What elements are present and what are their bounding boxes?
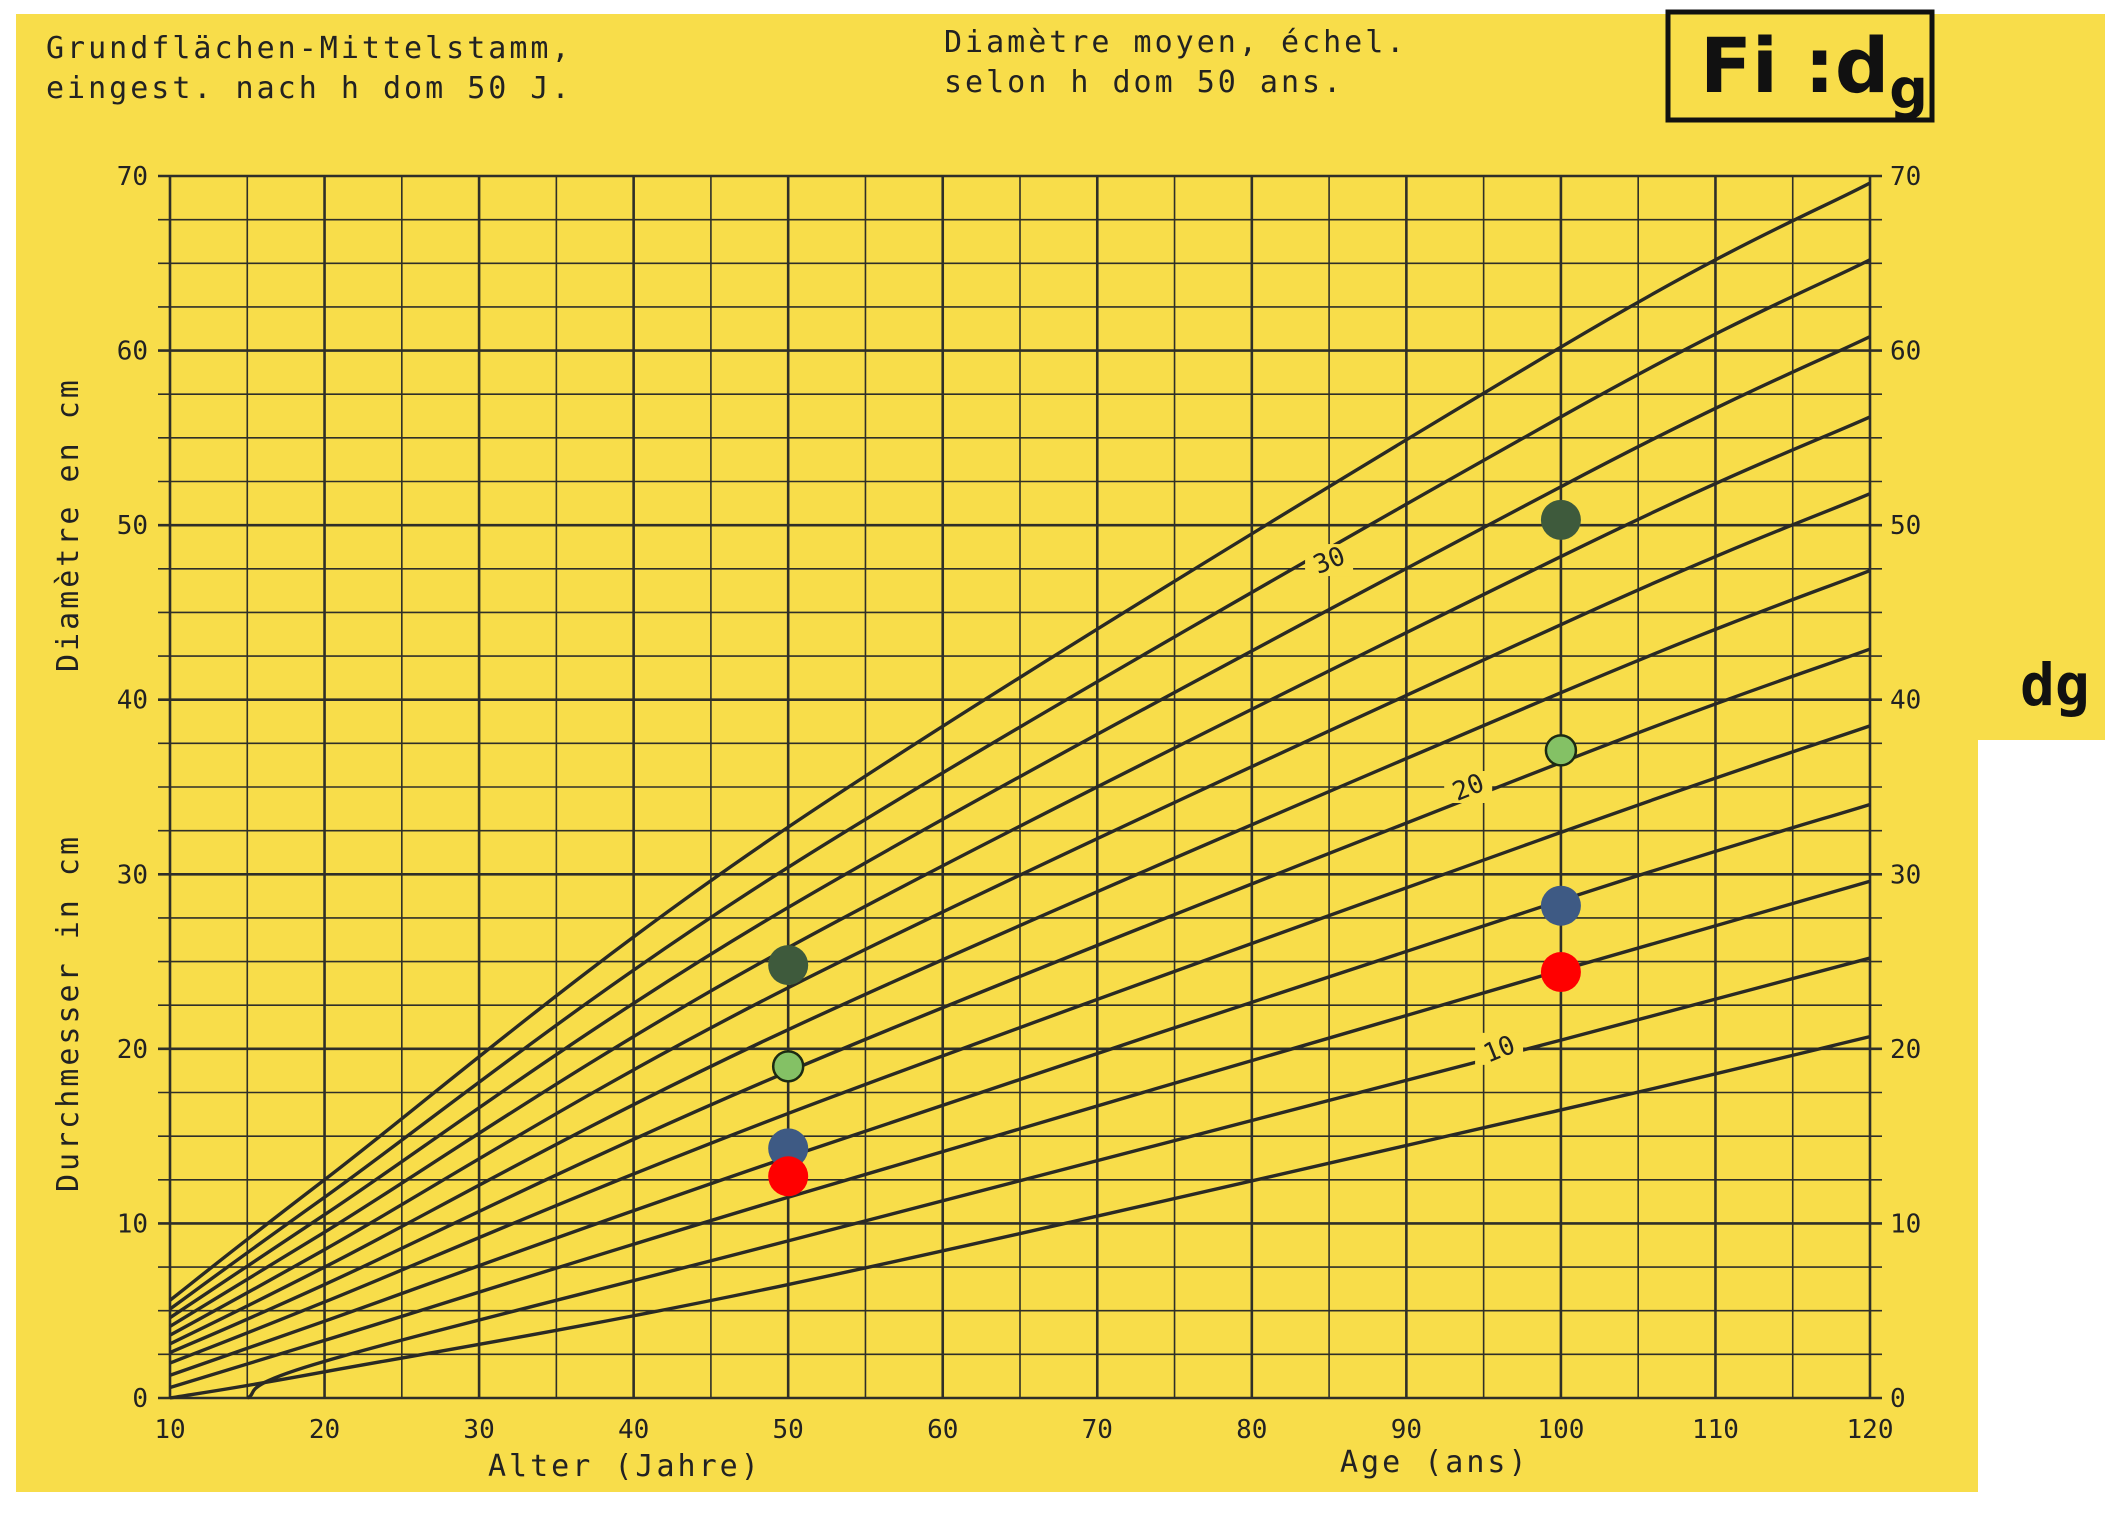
series-line-3 xyxy=(169,879,1871,1390)
marker-dark-green xyxy=(768,945,809,986)
x-tick-label: 10 xyxy=(154,1415,185,1445)
header-german: Grundflächen-Mittelstamm, eingest. nach … xyxy=(46,31,573,106)
series-line-6 xyxy=(169,647,1871,1355)
species-badge-frame xyxy=(1665,9,1935,123)
x-tick-label: 80 xyxy=(1236,1415,1267,1445)
y-tick-label-left: 10 xyxy=(117,1209,148,1239)
series-line-2 xyxy=(246,956,1871,1400)
side-label-dg: dg xyxy=(2020,651,2090,719)
series-line-5 xyxy=(169,724,1871,1365)
marker-red xyxy=(1540,952,1581,993)
marker-dark-green xyxy=(1540,499,1581,540)
series-line-1 xyxy=(169,1034,1871,1400)
x-tick-label: 110 xyxy=(1692,1415,1739,1445)
x-axis-label-german: Alter (Jahre) xyxy=(488,1449,762,1484)
series-line-7 xyxy=(169,568,1871,1346)
y-tick-label-left: 60 xyxy=(117,337,148,367)
grid xyxy=(158,174,1882,1400)
marker-light-green xyxy=(1544,734,1578,767)
x-tick-label: 90 xyxy=(1391,1415,1422,1445)
y-tick-label-left: 50 xyxy=(117,511,148,541)
series-line-10 xyxy=(169,335,1871,1320)
curves xyxy=(168,181,1871,1400)
y-tick-label-right: 10 xyxy=(1890,1209,1921,1239)
curve-label-backdrop xyxy=(1444,771,1493,803)
axis-labels: Alter (Jahre) Age (ans) Diamètre en cm D… xyxy=(51,377,1530,1484)
x-tick-label: 60 xyxy=(927,1415,958,1445)
markers xyxy=(768,499,1581,1197)
x-tick-label: 120 xyxy=(1847,1415,1894,1445)
x-tick-label: 20 xyxy=(309,1415,340,1445)
series-line-8 xyxy=(169,492,1871,1337)
series-line-11 xyxy=(169,258,1871,1311)
y-tick-label-right: 0 xyxy=(1890,1384,1906,1414)
y-tick-label-left: 70 xyxy=(117,162,148,192)
marker-red xyxy=(768,1156,809,1197)
y-tick-label-right: 20 xyxy=(1890,1035,1921,1065)
header-french-line2: selon h dom 50 ans. xyxy=(944,65,1344,100)
y-tick-label-left: 30 xyxy=(117,860,148,890)
species-badge-text: Fi :dg xyxy=(1700,21,1928,121)
x-tick-label: 40 xyxy=(618,1415,649,1445)
y-tick-label-right: 40 xyxy=(1890,686,1921,716)
curve-label-backdrop xyxy=(1475,1032,1524,1065)
header-german-line2: eingest. nach h dom 50 J. xyxy=(46,71,573,106)
species-badge-main: Fi :d xyxy=(1700,21,1889,110)
series-line-12 xyxy=(168,181,1871,1302)
marker-blue xyxy=(768,1128,809,1169)
series-line-9 xyxy=(169,415,1871,1328)
y-tick-label-right: 60 xyxy=(1890,337,1921,367)
y-axis-label-german: Durchmesser in cm xyxy=(51,834,86,1192)
y-tick-label-right: 70 xyxy=(1890,162,1921,192)
marker-light-green xyxy=(771,1050,805,1083)
marker-blue xyxy=(1540,885,1581,926)
x-tick-label: 30 xyxy=(463,1415,494,1445)
y-tick-label-left: 20 xyxy=(117,1035,148,1065)
y-tick-label-right: 50 xyxy=(1890,511,1921,541)
x-axis-label-french: Age (ans) xyxy=(1340,1445,1530,1480)
species-badge-subscript: g xyxy=(1889,58,1928,121)
header-german-line1: Grundflächen-Mittelstamm, xyxy=(46,31,573,66)
x-tick-label: 50 xyxy=(773,1415,804,1445)
y-tick-label-right: 30 xyxy=(1890,860,1921,890)
y-tick-label-left: 40 xyxy=(117,686,148,716)
curve-label-backdrop xyxy=(1305,544,1354,577)
x-tick-label: 70 xyxy=(1082,1415,1113,1445)
species-badge: Fi :dg xyxy=(1665,9,1935,123)
y-tick-label-left: 0 xyxy=(132,1384,148,1414)
header-french: Diamètre moyen, échel. selon h dom 50 an… xyxy=(944,25,1407,100)
header-french-line1: Diamètre moyen, échel. xyxy=(944,25,1407,60)
y-axis-label-french: Diamètre en cm xyxy=(51,377,86,672)
x-tick-label: 100 xyxy=(1537,1415,1584,1445)
series-line-4 xyxy=(169,802,1871,1377)
